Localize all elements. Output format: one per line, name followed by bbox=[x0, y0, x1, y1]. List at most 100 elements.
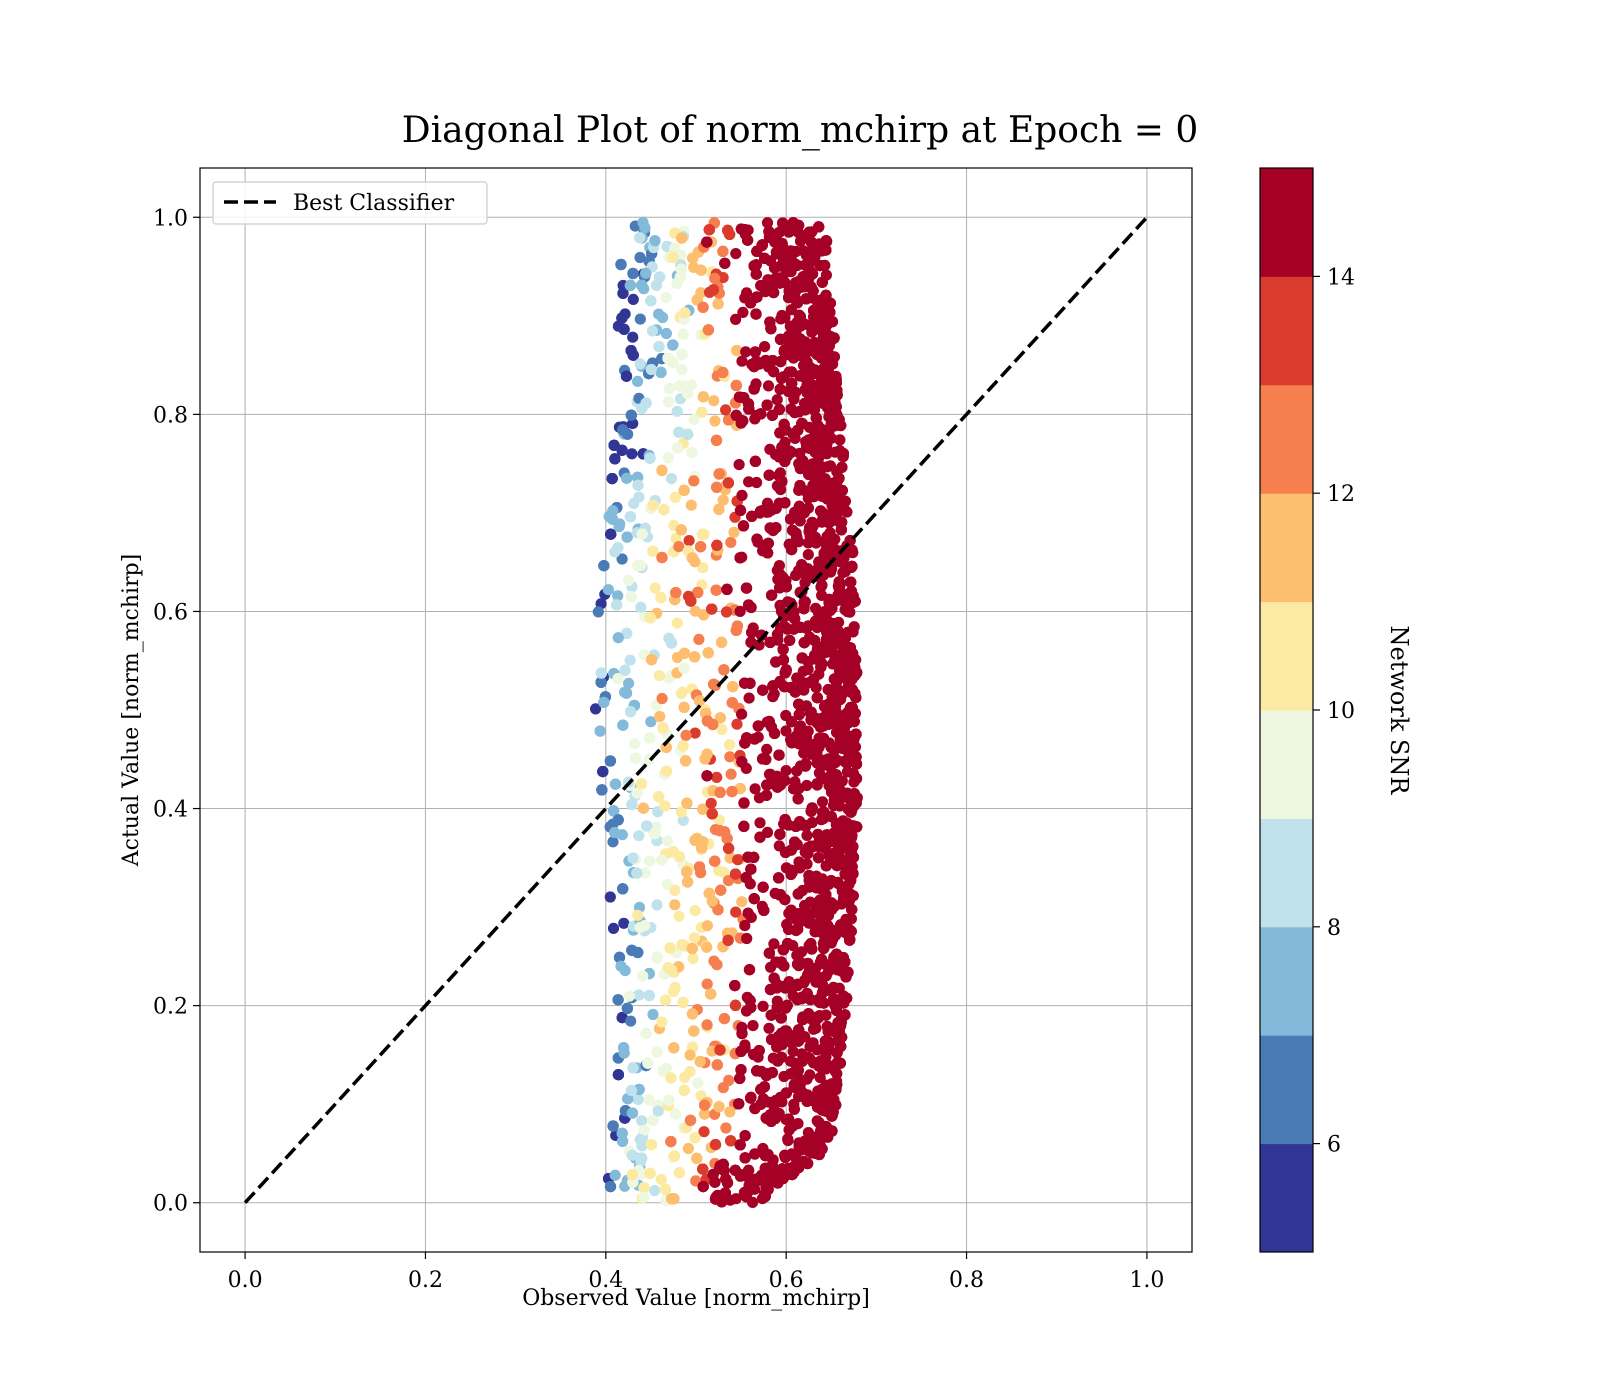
scatter-point bbox=[717, 494, 729, 506]
scatter-point bbox=[618, 1042, 630, 1054]
scatter-point bbox=[703, 286, 716, 298]
scatter-point bbox=[688, 413, 700, 426]
scatter-point bbox=[712, 904, 724, 916]
scatter-point bbox=[722, 477, 735, 489]
scatter-point bbox=[701, 1019, 713, 1031]
scatter-point bbox=[656, 692, 668, 705]
scatter-point bbox=[775, 1012, 788, 1024]
scatter-point bbox=[632, 375, 644, 387]
scatter-point bbox=[647, 1008, 659, 1021]
scatter-point bbox=[713, 503, 725, 515]
scatter-point bbox=[709, 1139, 722, 1151]
scatter-point bbox=[624, 511, 637, 523]
scatter-point bbox=[771, 394, 783, 406]
scatter-point bbox=[609, 1169, 621, 1181]
scatter-point bbox=[706, 895, 719, 907]
scatter-point bbox=[654, 710, 666, 723]
scatter-point bbox=[721, 583, 733, 596]
scatter-point bbox=[598, 560, 610, 572]
scatter-point bbox=[686, 447, 698, 459]
scatter-point bbox=[653, 791, 665, 803]
scatter-point bbox=[613, 520, 625, 533]
scatter-point bbox=[651, 1046, 663, 1058]
scatter-point bbox=[710, 584, 722, 596]
scatter-point bbox=[706, 808, 718, 820]
scatter-point bbox=[802, 549, 814, 561]
scatter-point bbox=[678, 647, 691, 659]
scatter-point bbox=[629, 738, 641, 750]
scatter-point bbox=[749, 413, 761, 425]
scatter-point bbox=[692, 1077, 704, 1089]
scatter-point bbox=[712, 298, 724, 310]
scatter-point bbox=[695, 541, 707, 553]
scatter-point bbox=[664, 383, 676, 395]
scatter-point bbox=[649, 582, 661, 594]
scatter-point bbox=[662, 452, 675, 464]
scatter-point bbox=[718, 1013, 731, 1025]
scatter-point bbox=[773, 560, 786, 572]
scatter-point bbox=[693, 861, 706, 873]
scatter-point bbox=[662, 962, 674, 974]
scatter-point bbox=[816, 796, 829, 808]
scatter-point bbox=[645, 363, 657, 376]
scatter-point bbox=[631, 787, 643, 799]
scatter-point bbox=[768, 938, 780, 950]
scatter-point bbox=[621, 428, 634, 440]
scatter-point bbox=[693, 633, 705, 646]
scatter-point bbox=[612, 994, 624, 1006]
scatter-point bbox=[689, 834, 701, 846]
scatter-point bbox=[668, 985, 680, 997]
scatter-point bbox=[666, 1193, 678, 1205]
scatter-point bbox=[636, 528, 648, 540]
scatter-point bbox=[634, 358, 646, 370]
scatter-point bbox=[708, 955, 720, 967]
scatter-point bbox=[640, 267, 652, 279]
scatter-point bbox=[678, 662, 690, 674]
scatter-point bbox=[745, 636, 757, 648]
scatter-point bbox=[594, 725, 606, 737]
scatter-point bbox=[697, 301, 709, 313]
scatter-point bbox=[634, 232, 646, 244]
scatter-point bbox=[755, 1098, 767, 1110]
scatter-point bbox=[687, 952, 699, 965]
scatter-point bbox=[634, 559, 647, 572]
scatter-point bbox=[714, 712, 726, 724]
scatter-point bbox=[714, 1044, 726, 1056]
scatter-point bbox=[663, 1094, 675, 1106]
scatter-point bbox=[828, 673, 840, 685]
scatter-point bbox=[676, 364, 688, 376]
scatter-point bbox=[606, 513, 619, 525]
scatter-point bbox=[698, 528, 710, 540]
scatter-point bbox=[627, 331, 639, 343]
scatter-point bbox=[638, 1124, 650, 1136]
scatter-point bbox=[667, 846, 680, 858]
scatter-point bbox=[627, 293, 639, 305]
scatter-point bbox=[596, 784, 608, 796]
scatter-point bbox=[637, 802, 650, 814]
scatter-point bbox=[747, 1020, 759, 1032]
scatter-point bbox=[694, 1055, 706, 1068]
scatter-point bbox=[702, 647, 714, 659]
scatter-point bbox=[675, 806, 688, 818]
scatter-point bbox=[616, 829, 628, 841]
scatter-point bbox=[734, 605, 746, 618]
scatter-point bbox=[713, 814, 726, 826]
scatter-point bbox=[724, 739, 736, 751]
scatter-point bbox=[604, 755, 617, 767]
scatter-point bbox=[626, 1149, 638, 1161]
scatter-point bbox=[736, 355, 748, 367]
scatter-point bbox=[757, 684, 769, 696]
scatter-point bbox=[616, 1012, 628, 1024]
scatter-point bbox=[677, 740, 689, 752]
scatter-point bbox=[741, 932, 753, 945]
scatter-point bbox=[679, 307, 691, 319]
scatter-point bbox=[647, 545, 659, 557]
scatter-point bbox=[727, 681, 739, 693]
scatter-point bbox=[801, 829, 813, 842]
scatter-point bbox=[638, 1191, 650, 1203]
scatter-point bbox=[709, 415, 721, 427]
scatter-point bbox=[634, 1134, 647, 1146]
scatter-point bbox=[657, 311, 669, 324]
scatter-point bbox=[701, 978, 713, 990]
scatter-point bbox=[731, 718, 743, 730]
